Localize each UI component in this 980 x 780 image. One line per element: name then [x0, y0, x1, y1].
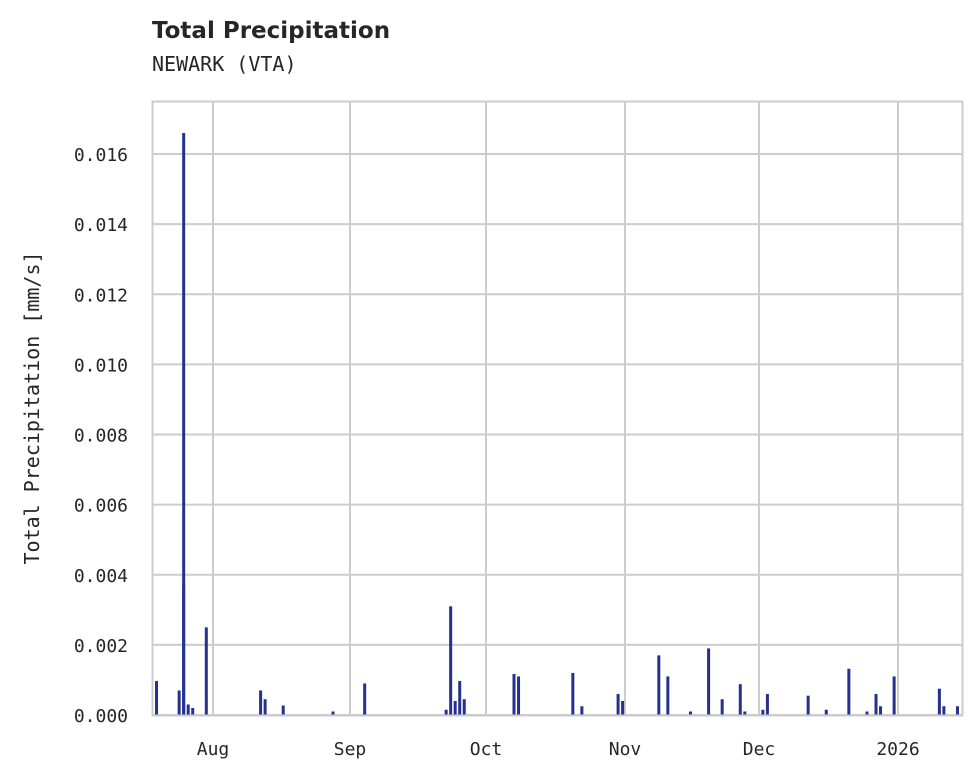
- precip-bar: [263, 699, 267, 715]
- precip-bar: [657, 655, 661, 715]
- x-tick-label: Oct: [470, 739, 503, 760]
- chart-title: Total Precipitation: [152, 18, 391, 44]
- y-tick-label: 0.004: [74, 566, 128, 587]
- precip-bar: [580, 706, 584, 715]
- precip-bar: [259, 690, 263, 715]
- precip-bar: [707, 648, 711, 715]
- plot-frame: [151, 100, 964, 717]
- precip-bar: [879, 706, 883, 715]
- precip-bar: [177, 690, 181, 715]
- y-tick-label: 0.000: [74, 706, 128, 727]
- precip-bar: [761, 709, 765, 715]
- precip-bar: [824, 709, 828, 715]
- precip-bar: [363, 683, 367, 715]
- precip-bar: [738, 684, 742, 715]
- y-tick-label: 0.002: [74, 636, 128, 657]
- precip-bar: [621, 700, 625, 715]
- precip-bar: [874, 693, 878, 715]
- precip-bar: [892, 676, 896, 715]
- y-tick-label: 0.012: [74, 285, 128, 306]
- y-tick-label: 0.008: [74, 426, 128, 447]
- x-tick-label: Sep: [334, 739, 367, 760]
- precip-bar: [937, 688, 941, 715]
- precip-bar: [517, 676, 521, 715]
- precip-bar: [186, 704, 190, 715]
- precip-bar: [688, 711, 692, 715]
- precip-bar: [204, 627, 208, 715]
- x-tick-label: Nov: [609, 739, 642, 760]
- x-axis-ticks: Aug Sep Oct Nov Dec 2026: [197, 739, 920, 760]
- precip-bar: [666, 676, 670, 715]
- precip-bar: [571, 672, 575, 715]
- precip-bar: [847, 668, 851, 715]
- precip-bar: [444, 709, 448, 715]
- precip-bar: [462, 699, 466, 715]
- grid-lines: [152, 101, 962, 716]
- precip-bar: [191, 707, 195, 715]
- precip-bar: [281, 705, 285, 715]
- precip-bar: [331, 711, 335, 715]
- precip-bar: [765, 693, 769, 715]
- chart-subtitle: NEWARK (VTA): [152, 52, 297, 76]
- x-tick-label: Aug: [197, 739, 230, 760]
- precip-bar: [743, 711, 747, 715]
- y-tick-label: 0.014: [74, 215, 128, 236]
- precip-bar: [155, 680, 159, 715]
- precip-bar: [806, 695, 810, 715]
- y-tick-label: 0.010: [74, 355, 128, 376]
- precip-bar: [720, 699, 724, 715]
- y-axis-ticks: 0.000 0.002 0.004 0.006 0.008 0.010 0.012 0.014…: [74, 145, 128, 727]
- x-tick-label: 2026: [876, 739, 919, 760]
- precip-bar: [955, 706, 959, 715]
- precip-bar: [458, 680, 462, 715]
- precip-bar: [512, 673, 516, 715]
- precip-bar: [942, 706, 946, 715]
- y-tick-label: 0.006: [74, 496, 128, 517]
- precip-bar: [616, 693, 620, 715]
- y-tick-label: 0.016: [74, 145, 128, 166]
- precip-bar: [865, 711, 869, 715]
- precipitation-bars: [155, 133, 959, 715]
- precip-bar: [449, 606, 453, 715]
- precip-bar: [453, 700, 457, 715]
- x-tick-label: Dec: [743, 739, 776, 760]
- precip-bar: [182, 133, 186, 715]
